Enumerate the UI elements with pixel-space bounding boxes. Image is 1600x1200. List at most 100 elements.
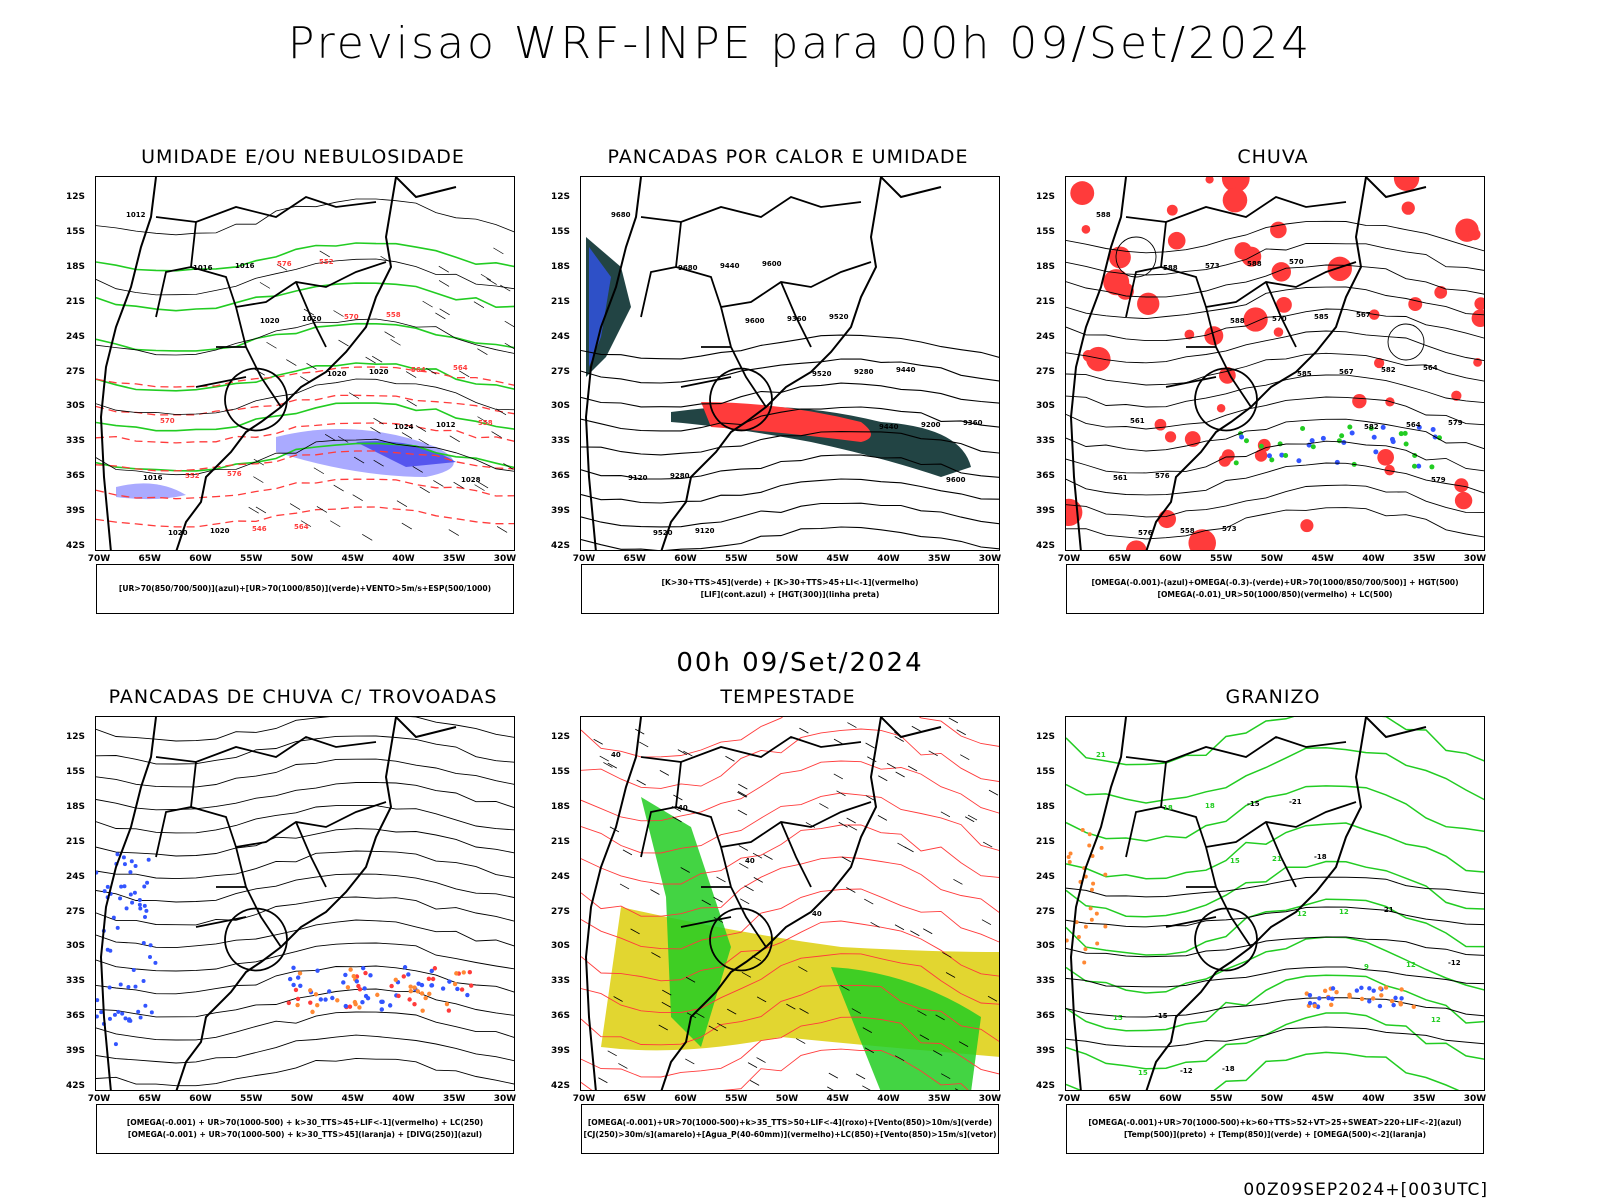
contour-label: 588: [1230, 317, 1245, 325]
streamline: [96, 782, 514, 811]
wind-vector: [862, 1027, 872, 1033]
lat-tick-label: 42S: [1036, 1081, 1056, 1091]
legend-box: [UR>70(850/700/500)](azul)+[UR>70(1000/8…: [96, 564, 514, 614]
lat-tick-label: 36S: [66, 471, 86, 482]
lat-tick-label: 15S: [1036, 766, 1056, 777]
wind-vector: [636, 779, 646, 786]
wind-vector: [919, 1034, 930, 1041]
wind-vector: [864, 898, 874, 905]
contour-label: 552: [319, 258, 334, 266]
wind-vector: [480, 273, 492, 281]
wind-vector: [737, 791, 748, 797]
lc850-contour: [581, 728, 999, 789]
wind-vector: [865, 742, 875, 749]
lc850-contour: [581, 856, 999, 917]
hgt300-contour: [581, 334, 999, 360]
wind-vector: [491, 431, 502, 438]
wind-vector: [362, 534, 373, 541]
lon-tick-label: 50W: [1260, 1094, 1284, 1104]
lon-tick-label: 55W: [725, 1094, 748, 1104]
wind-vector: [253, 458, 265, 466]
wind-vector: [917, 1010, 927, 1016]
contour-label: 546: [252, 525, 267, 533]
wind-vector: [897, 842, 907, 849]
jet-fill: [601, 797, 999, 1090]
lon-tick-label: 45W: [826, 1094, 849, 1104]
contour-black: [96, 318, 514, 356]
wind-vector: [960, 754, 970, 761]
temp500-contour: [1066, 906, 1484, 928]
lon-tick-label: 45W: [341, 1094, 364, 1104]
lat-tick-label: 27S: [1036, 906, 1056, 917]
state-borders: [1125, 196, 1357, 432]
lat-tick-label: 12S: [551, 192, 571, 202]
lon-tick-label: 55W: [725, 554, 748, 564]
wind-vector: [639, 741, 649, 748]
map-svg: 1012 1016 1020 1020 1024 1028 1020 1016 1020 1020…: [96, 177, 514, 550]
wind-vector: [737, 809, 748, 816]
lon-tick-label: 40W: [1362, 1094, 1385, 1104]
contour-label: 567: [1339, 368, 1354, 376]
wind-vector: [680, 867, 690, 873]
wind-vector: [683, 750, 693, 757]
panel-umidade: UMIDADE E/OU NEBULOSIDADE 1012 1016 1020 102…: [66, 146, 538, 626]
hgt300-contour: [581, 431, 999, 456]
wind-vector: [313, 467, 325, 475]
lat-tick-label: 33S: [66, 436, 86, 447]
contour-label: 567: [1356, 311, 1371, 319]
lon-tick-label: 50W: [1260, 554, 1284, 564]
lat-tick-label: 39S: [551, 506, 571, 517]
contour-label: 9360: [787, 315, 807, 323]
hgt300-contour: [581, 454, 999, 480]
lon-tick-label: 70W: [572, 1094, 596, 1104]
wind-vector: [504, 342, 514, 350]
contour-label: 9520: [812, 370, 832, 378]
contour-label: -15: [1155, 1012, 1168, 1020]
legend-box: [K>30+TTS>45](verde) + [K>30+TTS>45+LI<-…: [581, 564, 999, 614]
wind-vector: [618, 1063, 628, 1069]
wind-vector: [662, 989, 672, 996]
wind-vector: [847, 722, 857, 728]
contour-label: 573: [1222, 525, 1237, 533]
lon-tick-label: 60W: [1159, 1094, 1182, 1104]
wind-vector: [459, 370, 470, 378]
contour-label: 9440: [879, 423, 899, 431]
lat-tick-label: 33S: [1036, 976, 1056, 987]
wind-vector: [838, 821, 848, 828]
hgt300-contour: [581, 406, 999, 432]
hgt300-contour: [581, 502, 999, 528]
lat-tick-label: 42S: [66, 1081, 86, 1091]
wind-vector: [953, 878, 963, 885]
lat-tick-label: 21S: [551, 836, 571, 847]
legend-box: [OMEGA(-0.001) + UR>70(1000-500) + k>30_…: [96, 1104, 514, 1154]
wind-vector: [658, 1024, 668, 1031]
contour-label: 1016: [193, 264, 213, 272]
wind-vector: [380, 255, 391, 263]
contour-green: [96, 362, 514, 392]
contour-label: 1016: [143, 474, 163, 482]
wind-vector: [495, 408, 507, 416]
contour-label: 40: [611, 751, 621, 759]
contour-label: 21: [1272, 855, 1282, 863]
lon-tick-label: 40W: [392, 1094, 415, 1104]
contour-black: [96, 198, 514, 236]
wind-vector: [799, 1008, 809, 1014]
streamline: [96, 1057, 514, 1087]
wind-vector: [598, 1077, 608, 1084]
panel-granizo: GRANIZO 21 18 15 12 9 12 15 18 21 12 12 15 -12 -15 -18 -…: [1036, 686, 1508, 1166]
map-plot-tempestade: 40 40 40 40: [580, 716, 1000, 1091]
contour-label: 40: [745, 857, 755, 865]
wind-vector: [415, 425, 427, 432]
contour-label: 9280: [670, 472, 690, 480]
main-title: Previsao WRF-INPE para 00h 09/Set/2024: [287, 18, 1313, 69]
wind-vector: [701, 899, 711, 906]
wind-vector: [886, 763, 897, 769]
wind-vector: [982, 841, 993, 848]
lat-tick-label: 24S: [551, 871, 571, 882]
contour-label: 9520: [829, 313, 849, 321]
lon-tick-label: 35W: [443, 554, 466, 564]
contour-label: 40: [812, 910, 822, 918]
wind-vector: [756, 1057, 766, 1063]
contour-label: 15: [1113, 1014, 1123, 1022]
lat-tick-label: 36S: [1036, 471, 1056, 482]
